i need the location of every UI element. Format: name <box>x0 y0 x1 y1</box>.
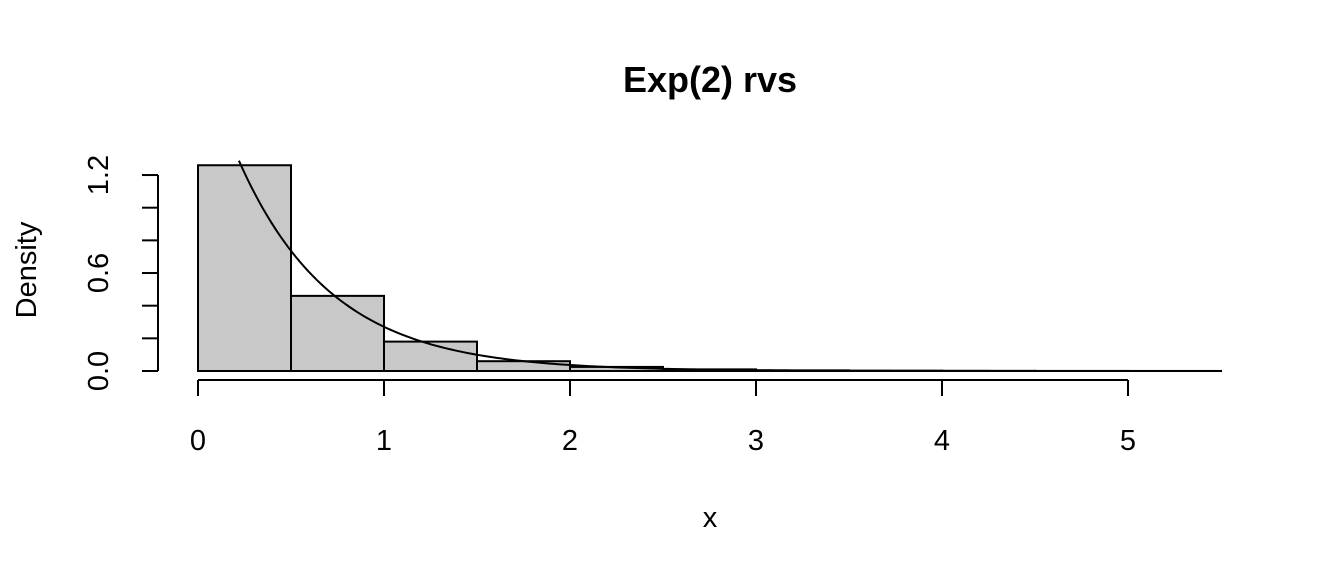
x-tick-label-0: 0 <box>190 425 206 457</box>
y-tick-label-0: 0.0 <box>83 351 115 391</box>
density-curve <box>238 160 1221 372</box>
chart-title: Exp(2) rvs <box>623 59 797 100</box>
y-tick-label-6: 1.2 <box>83 155 115 195</box>
x-axis-label: x <box>703 502 718 534</box>
y-tick-label-3: 0.6 <box>83 253 115 293</box>
histogram-bars <box>197 164 1222 373</box>
histogram-bar-1 <box>290 294 385 372</box>
y-axis-label: Density <box>11 221 43 318</box>
x-tick-label-2: 2 <box>562 425 578 457</box>
x-axis: 0 1 2 3 4 5 <box>190 379 1136 457</box>
y-axis: 0.0 0.6 1.2 <box>83 155 159 391</box>
histogram-bar-2 <box>383 340 478 372</box>
histogram-bar-3 <box>476 360 571 372</box>
x-tick-label-1: 1 <box>376 425 392 457</box>
x-tick-label-4: 4 <box>934 425 950 457</box>
x-tick-label-5: 5 <box>1120 425 1136 457</box>
x-tick-label-3: 3 <box>748 425 764 457</box>
histogram-bar-0 <box>197 164 292 372</box>
